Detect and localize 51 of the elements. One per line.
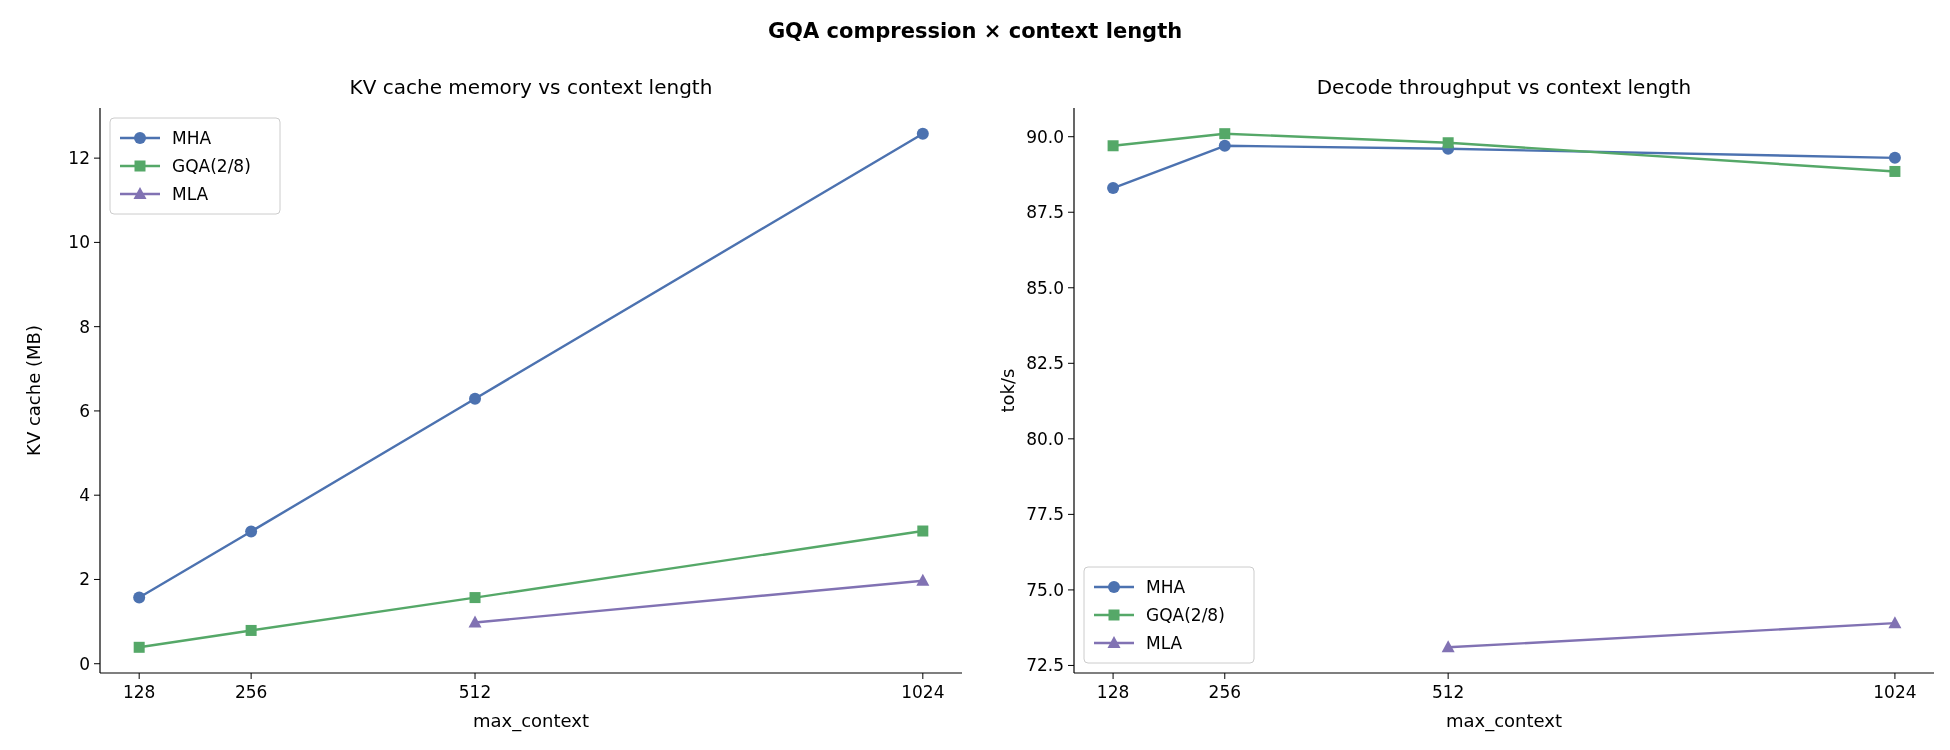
x-tick-label: 1024 (1873, 682, 1917, 702)
legend-label: MHA (172, 127, 212, 148)
point (1107, 182, 1120, 195)
y-tick-label: 2 (79, 569, 90, 590)
y-axis-title: KV cache (MB) (23, 325, 44, 456)
y-tick-label: 72.5 (1026, 655, 1064, 676)
x-tick-label: 512 (458, 682, 492, 702)
x-tick-label: 256 (1208, 682, 1242, 702)
point (133, 591, 146, 604)
y-tick-label: 10 (68, 232, 90, 253)
legend-label: MHA (1146, 576, 1186, 597)
point (1889, 165, 1901, 177)
x-tick-label: 256 (234, 682, 268, 702)
point (1218, 139, 1231, 152)
y-tick-label: 4 (79, 485, 90, 506)
point (1888, 151, 1901, 164)
x-tick-label: 128 (1096, 682, 1130, 702)
point (916, 127, 929, 140)
y-axis-title: tok/s (997, 368, 1018, 413)
x-tick-label: 1024 (901, 682, 945, 702)
legend-label: MLA (1146, 632, 1183, 653)
point (469, 392, 482, 405)
x-tick-label: 512 (1431, 682, 1465, 702)
y-tick-label: 87.5 (1026, 202, 1064, 223)
chart-title: Decode throughput vs context length (1316, 75, 1692, 99)
point (133, 641, 145, 653)
x-tick-label: 128 (122, 682, 156, 702)
point (245, 624, 257, 636)
y-tick-label: 82.5 (1026, 353, 1064, 374)
y-tick-label: 6 (79, 400, 90, 421)
y-tick-label: 8 (79, 316, 90, 337)
point (1219, 128, 1231, 140)
point (469, 592, 481, 604)
y-tick-label: 75.0 (1026, 579, 1064, 600)
point (1442, 137, 1454, 149)
y-tick-label: 80.0 (1026, 428, 1064, 449)
y-tick-label: 77.5 (1026, 504, 1064, 525)
text: GQA compression × context length (767, 19, 1183, 43)
chart-title: KV cache memory vs context length (349, 75, 713, 99)
y-tick-label: 12 (68, 148, 90, 169)
x-axis-title: max_context (1445, 710, 1563, 732)
point (917, 525, 929, 537)
legend-label: GQA(2/8) (1146, 604, 1225, 625)
x-axis-title: max_context (472, 710, 590, 732)
y-tick-label: 85.0 (1026, 277, 1064, 298)
legend-label: GQA(2/8) (172, 155, 251, 176)
y-tick-label: 0 (79, 653, 90, 674)
point (245, 525, 258, 538)
legend-label: MLA (172, 183, 209, 204)
y-tick-label: 90.0 (1026, 126, 1064, 147)
point (1107, 140, 1119, 152)
